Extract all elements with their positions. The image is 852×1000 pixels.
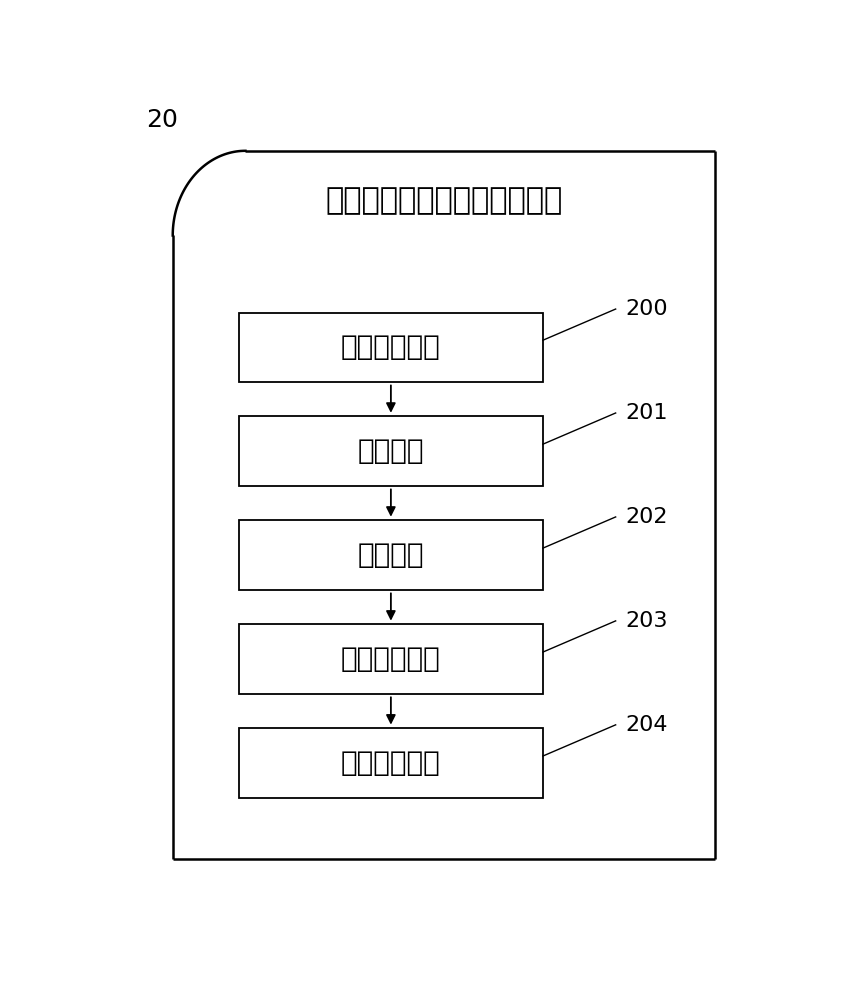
Text: 20: 20 — [147, 108, 178, 132]
Bar — [239, 624, 543, 694]
Text: 202: 202 — [625, 507, 667, 527]
Bar — [239, 520, 543, 590]
Bar — [239, 728, 543, 798]
Text: 判断模块: 判断模块 — [357, 437, 423, 465]
Bar — [239, 416, 543, 486]
Text: 201: 201 — [625, 403, 667, 423]
Text: 第一获取模块: 第一获取模块 — [341, 333, 440, 361]
Text: 204: 204 — [625, 715, 667, 735]
Text: 一种基于红外成像的测温装置: 一种基于红外成像的测温装置 — [325, 186, 561, 215]
Text: 200: 200 — [625, 299, 667, 319]
Text: 第二获取模块: 第二获取模块 — [341, 645, 440, 673]
Text: 结果模块: 结果模块 — [357, 541, 423, 569]
Text: 第一确定模块: 第一确定模块 — [341, 749, 440, 777]
Text: 203: 203 — [625, 611, 667, 631]
Bar — [239, 313, 543, 382]
